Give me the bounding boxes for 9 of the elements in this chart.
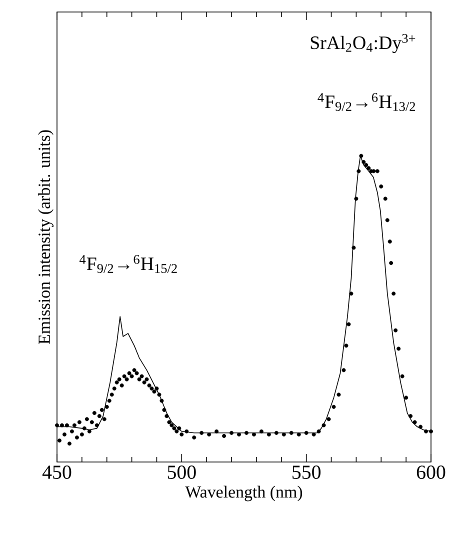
text: $^{4}$F$_{9/2}$→$^{6}$H$_{13/2}$ <box>318 93 416 111</box>
x-axis-title: Wavelength (nm) <box>185 486 302 502</box>
annotation: $^{4}$F$_{9/2}$→$^{6}$H$_{15/2}$ <box>79 255 177 273</box>
text: SrAl$_{2}$O$_{4}$:Dy$^{3+}$ <box>310 34 416 54</box>
y-axis-title: Emission intensity (arbit. units) <box>38 130 54 344</box>
x-tick-label: 550 <box>292 466 321 479</box>
x-tick-label: 600 <box>416 466 446 479</box>
x-tick-label: 500 <box>168 466 196 479</box>
x-tick-label: 450 <box>42 466 72 479</box>
